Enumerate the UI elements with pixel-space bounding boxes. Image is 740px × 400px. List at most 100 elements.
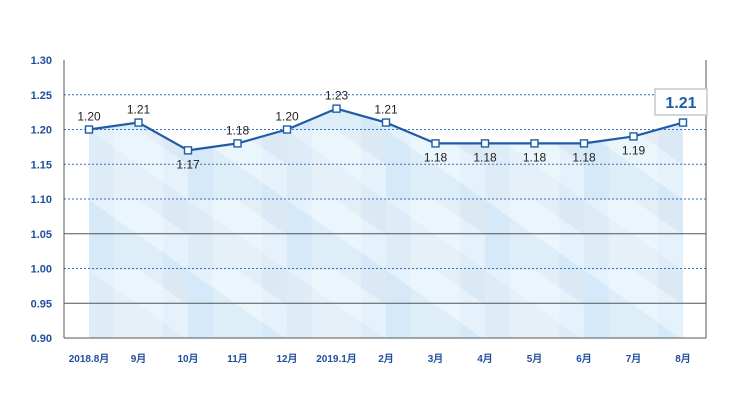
data-point xyxy=(579,139,589,148)
x-tick-label: 5月 xyxy=(527,353,543,365)
pattern-band xyxy=(608,108,659,338)
pattern-tile xyxy=(435,270,485,305)
pattern-tile xyxy=(683,270,740,340)
x-tick-label: 4月 xyxy=(477,353,493,365)
area-pattern xyxy=(89,60,740,400)
pattern-tile xyxy=(584,340,683,400)
x-tick-label: 11月 xyxy=(227,353,248,365)
pattern-tile xyxy=(485,130,584,200)
data-label: 1.20 xyxy=(77,110,101,124)
data-point xyxy=(678,118,688,127)
pattern-tile xyxy=(535,60,585,95)
pattern-tile xyxy=(386,130,485,200)
pattern-tile xyxy=(89,270,188,339)
pattern-tile xyxy=(633,200,683,235)
x-tick-label: 7月 xyxy=(626,353,642,365)
pattern-tile xyxy=(485,270,584,339)
x-tick-label: 6月 xyxy=(576,353,592,365)
pattern-tile xyxy=(435,200,485,235)
pattern-tile xyxy=(733,200,740,235)
pattern-tile xyxy=(683,130,740,200)
pattern-tile xyxy=(336,270,386,305)
pattern-tile xyxy=(336,130,386,165)
pattern-tile xyxy=(287,200,386,270)
y-tick-label: 0.95 xyxy=(31,298,52,310)
pattern-band xyxy=(113,108,164,338)
pattern-tile xyxy=(733,270,740,305)
y-tick-label: 1.15 xyxy=(31,159,52,171)
y-tick-label: 1.00 xyxy=(31,264,52,276)
pattern-tile xyxy=(733,340,740,375)
data-label: 1.19 xyxy=(622,143,646,157)
axes: 0.90 0.95 1.00 1.05 1.10 1.15 1.20 1.25 1.30 2018… xyxy=(31,55,707,365)
x-tick-label: 2018.8月 xyxy=(69,353,110,365)
data-label: 1.18 xyxy=(523,150,547,164)
data-point xyxy=(530,139,539,148)
x-tick-label: 2019.1月 xyxy=(316,353,357,365)
data-label: 1.18 xyxy=(424,150,448,164)
data-label: 1.18 xyxy=(473,150,497,164)
data-point xyxy=(431,139,440,148)
pattern-tile xyxy=(139,60,189,95)
pattern-tile xyxy=(138,270,188,305)
pattern-tile xyxy=(188,340,287,400)
data-labels: 1.20 1.21 1.17 1.18 1.20 1.23 1.21 1.18 1.18 1.18… xyxy=(77,88,708,171)
pattern-tile xyxy=(188,200,287,270)
data-series xyxy=(84,104,688,155)
y-tick-label: 1.20 xyxy=(31,125,52,137)
pattern-tile xyxy=(237,200,287,235)
highlight-box xyxy=(654,88,708,116)
pattern-tile xyxy=(584,200,683,270)
pattern-tile xyxy=(584,130,683,200)
data-label: 1.18 xyxy=(226,123,250,137)
pattern-tile xyxy=(287,130,386,200)
pattern-tile xyxy=(485,340,584,400)
pattern-tile xyxy=(733,130,740,165)
pattern-tile xyxy=(633,130,683,165)
pattern-tile xyxy=(237,270,287,305)
gridlines xyxy=(64,94,706,304)
x-tick-label: 9月 xyxy=(131,353,147,365)
pattern-tile xyxy=(534,200,584,235)
pattern-band xyxy=(311,108,362,338)
pattern-tile xyxy=(683,200,740,270)
highlight-label: 1.21 xyxy=(665,95,696,112)
data-point xyxy=(381,118,391,127)
pattern-tile xyxy=(485,200,584,270)
pattern-tile xyxy=(238,60,288,95)
data-point xyxy=(480,139,490,148)
data-point xyxy=(183,146,193,155)
pattern-tile xyxy=(89,340,188,400)
data-point xyxy=(282,125,292,134)
pattern-tile xyxy=(683,340,740,400)
pattern-tile xyxy=(89,200,188,270)
data-point xyxy=(84,125,94,134)
pattern-tile xyxy=(386,340,485,400)
pattern-tile xyxy=(386,200,485,270)
pattern-tile xyxy=(633,270,683,305)
pattern-tile xyxy=(436,60,486,95)
data-label: 1.23 xyxy=(325,89,349,103)
data-label: 1.17 xyxy=(176,157,200,171)
data-point xyxy=(332,104,341,113)
pattern-tile xyxy=(287,340,386,400)
data-label: 1.20 xyxy=(275,110,299,124)
data-point xyxy=(629,132,638,141)
pattern-tile xyxy=(188,270,287,339)
x-tick-label: 12月 xyxy=(276,353,297,365)
data-label: 1.21 xyxy=(127,103,151,117)
pattern-tile xyxy=(138,200,188,235)
y-tick-label: 1.30 xyxy=(31,55,52,67)
y-tick-label: 1.05 xyxy=(31,229,52,241)
data-label: 1.21 xyxy=(374,103,398,117)
pattern-tile xyxy=(336,200,386,235)
data-label: 1.18 xyxy=(572,150,596,164)
x-tick-label: 10月 xyxy=(177,353,198,365)
y-tick-label: 0.90 xyxy=(31,333,52,345)
pattern-tile xyxy=(733,60,740,95)
data-point xyxy=(134,118,143,127)
y-tick-label: 1.10 xyxy=(31,194,52,206)
x-tick-label: 2月 xyxy=(378,353,394,365)
